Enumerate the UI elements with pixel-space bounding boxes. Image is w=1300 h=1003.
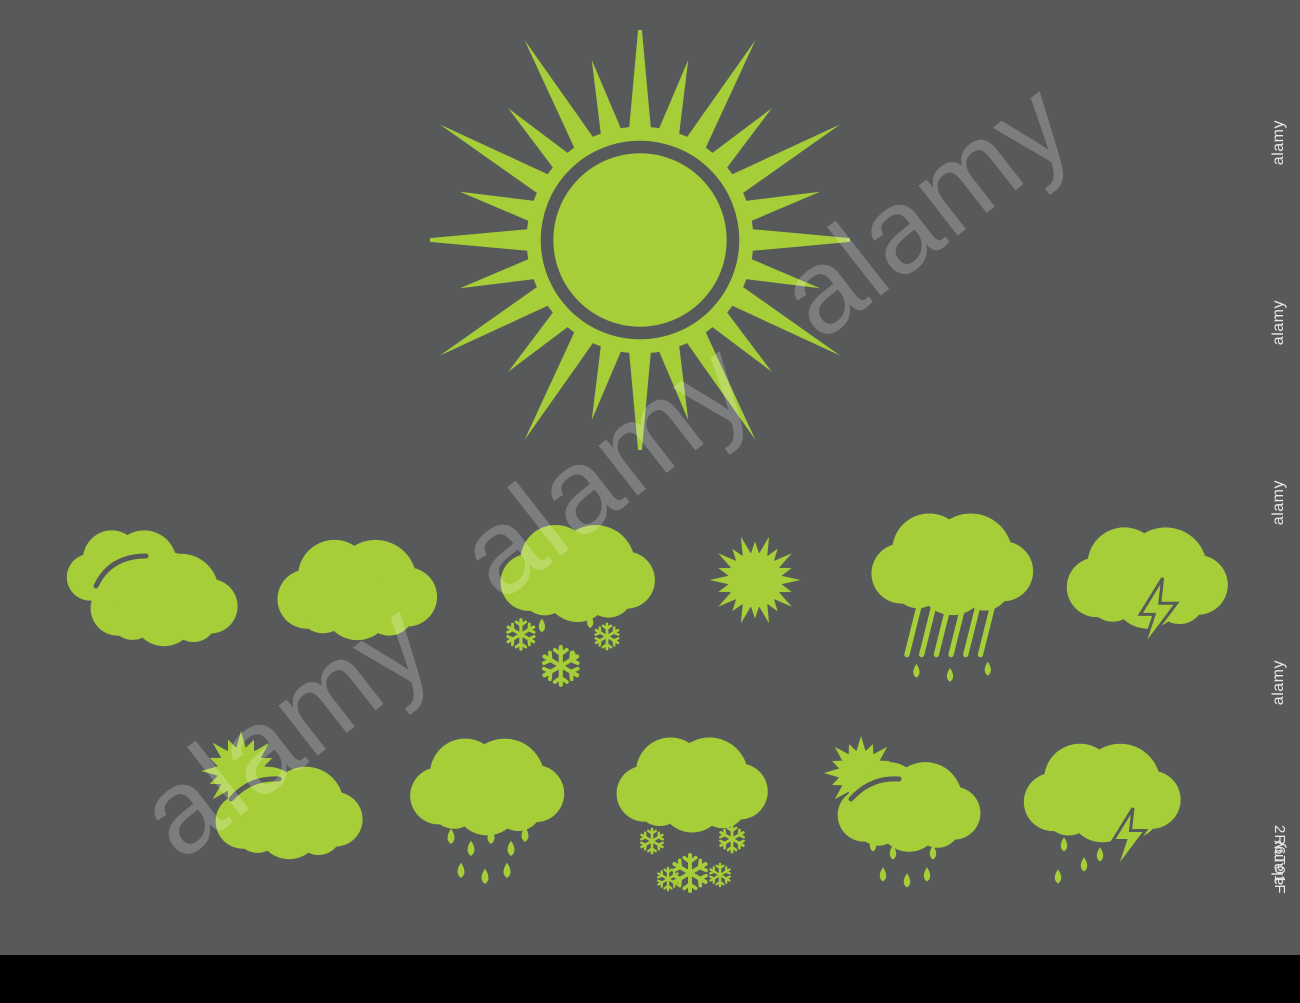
watermark-side: alamy <box>1270 840 1288 885</box>
sun-large-icon <box>430 30 850 450</box>
watermark-side: alamy <box>1270 300 1288 345</box>
watermark-side: alamy <box>1270 480 1288 525</box>
partly-cloudy-rain-icon <box>795 715 995 915</box>
cloud-icon <box>260 495 450 685</box>
footer-bar <box>0 955 1300 1003</box>
cloud-lightning-icon <box>1045 490 1245 690</box>
cloud-sleet-icon <box>460 500 670 710</box>
cloud-drizzle-icon <box>385 715 585 915</box>
weather-icon-sheet: alamyalamyalamyalamyalamyalamyalamyalamy… <box>0 0 1300 955</box>
watermark-side: alamy <box>1270 120 1288 165</box>
partly-cloudy-icon <box>175 705 375 905</box>
clouds-overcast-icon <box>50 490 250 690</box>
cloud-thunderstorm-rain-icon <box>1000 715 1200 915</box>
image-id-code: 2R6T01F <box>1271 825 1288 895</box>
sun-small-icon <box>690 515 820 645</box>
watermark-side: alamy <box>1270 660 1288 705</box>
cloud-snow-icon <box>590 715 790 915</box>
cloud-heavy-rain-icon <box>845 495 1055 705</box>
